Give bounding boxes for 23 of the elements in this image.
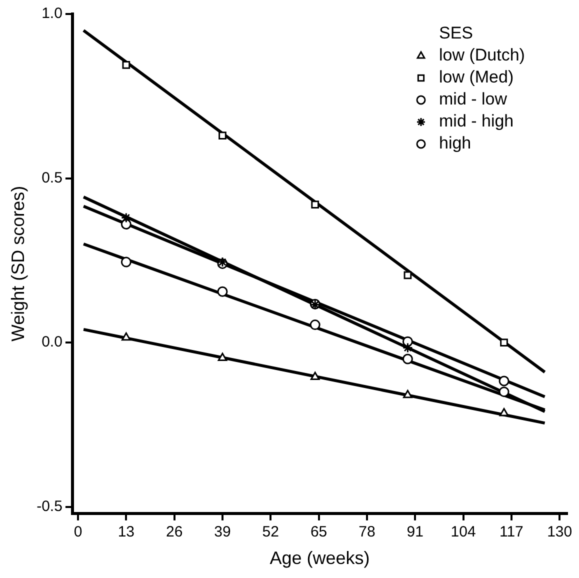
y-tick-label: 0.0 [42,334,62,351]
legend-label: high [439,134,472,153]
x-tick-label: 39 [214,524,231,541]
x-tick-label: 78 [358,524,376,541]
x-tick-label: 65 [310,524,328,541]
legend-title: SES [439,24,474,43]
x-tick-label: 0 [74,524,82,541]
x-axis-title: Age (weeks) [270,548,370,568]
legend-label: mid - high [439,112,514,131]
legend-label: mid - low [439,90,508,109]
legend-label: low (Dutch) [439,46,525,65]
x-tick-label: 13 [118,524,135,541]
y-tick-label: 1.0 [42,5,62,22]
x-tick-label: 91 [406,524,424,541]
x-tick-label: 104 [450,524,476,541]
y-axis-title: Weight (SD scores) [8,186,28,342]
y-tick-label: 0.5 [42,169,62,186]
x-tick-label: 130 [547,524,572,541]
x-tick-label: 117 [499,524,524,541]
x-tick-label: 26 [166,524,183,541]
legend-label: low (Med) [439,68,514,87]
y-tick-label: -0.5 [36,498,62,515]
x-tick-label: 52 [262,524,279,541]
